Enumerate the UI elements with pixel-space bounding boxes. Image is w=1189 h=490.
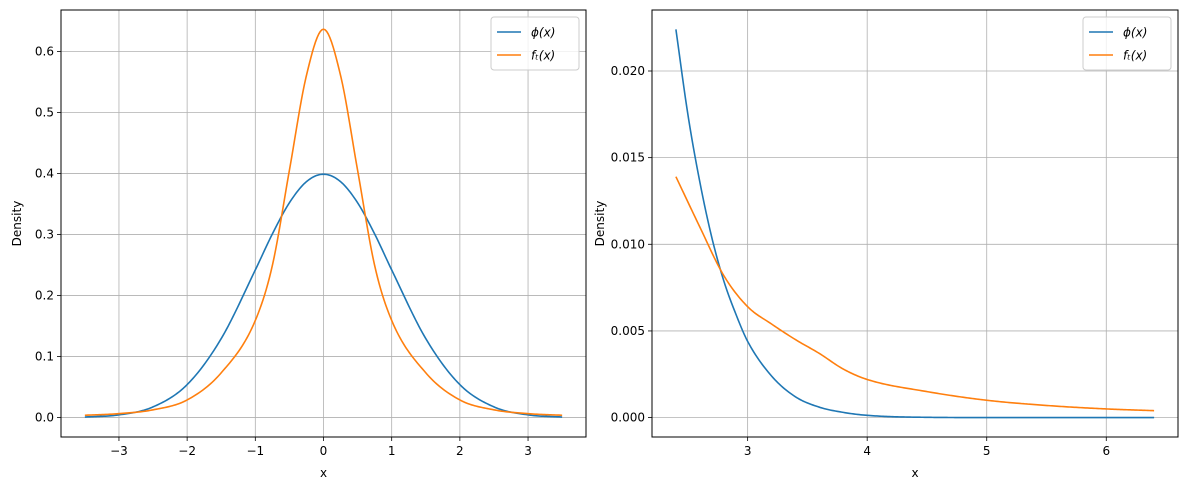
legend-box-left (490, 16, 580, 71)
x-tick-label: 6 (1102, 444, 1110, 458)
y-tick-label: 0.4 (35, 167, 54, 181)
x-tick-label: 3 (744, 444, 752, 458)
y-axis-label-right: Density (593, 201, 607, 247)
x-tick-label: 5 (983, 444, 991, 458)
y-tick-label: 0.010 (611, 237, 645, 251)
plot-area-right (652, 10, 1178, 437)
x-axis-label-left: x (320, 466, 327, 480)
y-tick-label: 0.5 (35, 106, 54, 120)
y-tick-label: 0.2 (35, 289, 54, 303)
y-tick-label: 0.015 (611, 151, 645, 165)
series-line-ft (84, 28, 563, 417)
series-lines-right (675, 29, 1155, 419)
grid-left (61, 10, 586, 437)
subplot-left: −3 −2 −1 0 1 2 3 0.0 0.1 0.2 0.3 0.4 0.5 0.6 x Densit… (10, 9, 587, 480)
x-axis-label-right: x (911, 466, 918, 480)
x-tick-label: 0 (320, 444, 328, 458)
y-tick-label: 0.3 (35, 228, 54, 242)
legend-label-phi-left: ϕ(x) (531, 26, 555, 40)
series-line-phi (84, 173, 563, 418)
y-tick-label: 0.020 (611, 64, 645, 78)
legend-label-phi-right: ϕ(x) (1123, 26, 1147, 40)
series-lines-left (84, 28, 563, 418)
legend-box-right (1082, 16, 1172, 71)
series-line-ft (675, 176, 1155, 412)
x-tick-label: 4 (863, 444, 871, 458)
x-tick-label: −1 (246, 444, 264, 458)
grid-right (652, 10, 1178, 437)
y-tick-label: 0.6 (35, 45, 54, 59)
legend-label-ft-right: fₜ(x) (1123, 49, 1147, 63)
y-tick-label: 0.1 (35, 350, 54, 364)
x-tick-label: −2 (178, 444, 196, 458)
y-axis-label-left: Density (10, 201, 24, 247)
legend-left: ϕ(x) fₜ(x) (490, 16, 580, 71)
x-tick-label: 3 (524, 444, 532, 458)
ticks-right: 3 4 5 6 0.000 0.005 0.010 0.015 0.020 (611, 64, 1110, 458)
x-tick-label: 2 (456, 444, 464, 458)
axes-frame-right (651, 9, 1179, 438)
ticks-left: −3 −2 −1 0 1 2 3 0.0 0.1 0.2 0.3 0.4 0.5 0.6 (35, 45, 532, 458)
legend-right: ϕ(x) fₜ(x) (1082, 16, 1172, 71)
x-tick-label: −3 (110, 444, 128, 458)
y-tick-label: 0.000 (611, 411, 645, 425)
x-tick-label: 1 (388, 444, 396, 458)
y-tick-label: 0.005 (611, 324, 645, 338)
y-tick-label: 0.0 (35, 411, 54, 425)
series-line-phi (675, 29, 1155, 419)
legend-label-ft-left: fₜ(x) (531, 49, 555, 63)
